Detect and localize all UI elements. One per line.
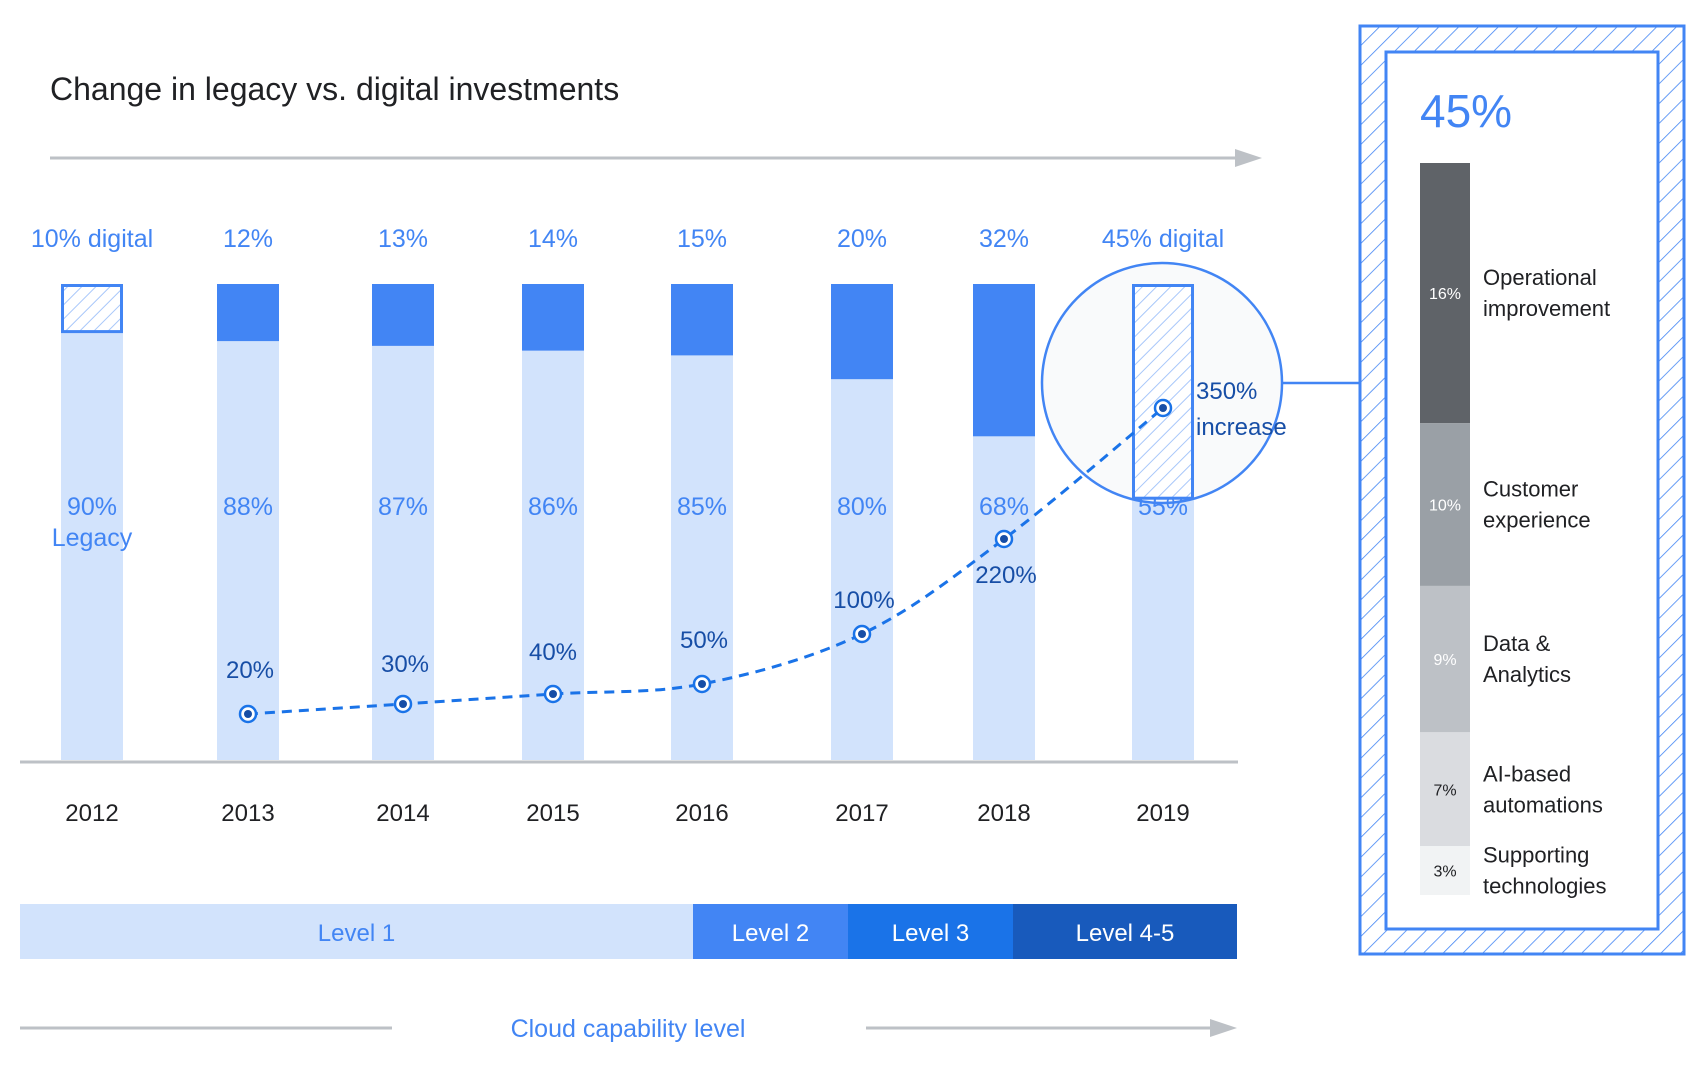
growth-point-core-2016 — [698, 680, 706, 688]
bar-legacy-2018 — [973, 436, 1035, 760]
segment-2 — [1420, 423, 1470, 586]
top-label-2018: 32% — [979, 225, 1029, 253]
year-label-2019: 2019 — [1136, 800, 1189, 827]
growth-label-2016: 50% — [680, 627, 728, 654]
year-label-2016: 2016 — [675, 800, 728, 827]
top-label-2019: 45% digital — [1102, 225, 1224, 253]
bar-legacy-2019 — [1132, 498, 1194, 760]
bars-group — [61, 284, 1194, 760]
segment-label-3-line1: Data & — [1483, 631, 1551, 656]
growth-point-core-2018 — [1000, 535, 1008, 543]
growth-point-core-2014 — [399, 700, 407, 708]
growth-label-2018: 220% — [975, 562, 1036, 589]
year-label-2018: 2018 — [977, 800, 1030, 827]
bar-digital-2012 — [61, 284, 123, 334]
level-band-2 — [693, 904, 848, 959]
bar-legacy-2016 — [671, 355, 733, 760]
capability-levels: Level 1 Level 2 Level 3 Level 4-5 — [20, 904, 1237, 959]
bar-digital-2019 — [1132, 284, 1194, 500]
year-label-2017: 2017 — [835, 800, 888, 827]
segment-1 — [1420, 163, 1470, 424]
segment-pct-1: 16% — [1429, 286, 1461, 303]
year-label-2013: 2013 — [221, 800, 274, 827]
overlay-2019 — [1132, 284, 1194, 500]
top-label-2016: 15% — [677, 225, 727, 253]
growth-point-core-2015 — [549, 690, 557, 698]
year-label-2012: 2012 — [65, 800, 118, 827]
segment-label-2-line2: experience — [1483, 508, 1591, 533]
labels-group: 10% digital 90% 2012 12% 88% 2013 13% 87% 2014 14… — [31, 225, 1224, 827]
segment-pct-5: 3% — [1433, 864, 1456, 881]
bar-legacy-2014 — [372, 345, 434, 760]
segment-pct-2: 10% — [1429, 498, 1461, 515]
legacy-label-2017: 80% — [837, 493, 887, 521]
segment-pct-4: 7% — [1433, 782, 1456, 799]
segment-label-5-line2: technologies — [1483, 874, 1607, 899]
bar-legacy-2013 — [217, 341, 279, 760]
breakdown-total: 45% — [1420, 85, 1512, 137]
level-band-3 — [848, 904, 1013, 959]
top-label-2013: 12% — [223, 225, 273, 253]
legacy-label-2015: 86% — [528, 493, 578, 521]
bar-legacy-2012 — [61, 331, 123, 760]
bar-digital-2014 — [372, 284, 434, 346]
legacy-label-2014: 87% — [378, 493, 428, 521]
segment-4 — [1420, 732, 1470, 847]
level-label-1: Level 1 — [318, 920, 395, 947]
legacy-label-2012: 90% — [67, 493, 117, 521]
legacy-label-2019: 55% — [1138, 493, 1188, 521]
year-label-2015: 2015 — [526, 800, 579, 827]
growth-label-2019: 350% — [1196, 378, 1257, 405]
breakdown-segments: 16% Operational improvement 10% Customer expe… — [1420, 163, 1610, 899]
segment-pct-3: 9% — [1433, 652, 1456, 669]
growth-point-core-2017 — [858, 630, 866, 638]
bar-digital-2015 — [522, 284, 584, 351]
year-label-2014: 2014 — [376, 800, 429, 827]
bar-digital-2017 — [831, 284, 893, 380]
growth-point-core-2013 — [244, 710, 252, 718]
bar-digital-2013 — [217, 284, 279, 342]
axis-arrowhead — [1210, 1019, 1237, 1037]
top-label-2017: 20% — [837, 225, 887, 253]
growth-label-2015: 40% — [529, 639, 577, 666]
legacy-label-2013: 88% — [223, 493, 273, 521]
top-label-2012: 10% digital — [31, 225, 153, 253]
top-label-2014: 13% — [378, 225, 428, 253]
segment-3 — [1420, 585, 1470, 733]
segment-label-4-line2: automations — [1483, 792, 1603, 817]
growth-point-core-2019 — [1159, 404, 1167, 412]
breakdown-panel: 45% 16% Operational improvement 10% Customer… — [1358, 24, 1686, 956]
legacy-label-2016: 85% — [677, 493, 727, 521]
level-band-4 — [1013, 904, 1237, 959]
growth-label-2017: 100% — [833, 587, 894, 614]
top-label-2015: 14% — [528, 225, 578, 253]
segment-label-1-line2: improvement — [1483, 296, 1610, 321]
level-label-3: Level 3 — [892, 920, 969, 947]
chart-title: Change in legacy vs. digital investments — [50, 71, 619, 107]
growth-line-group: 20% 30% 40% 50% 100% 220% 350% increase — [226, 378, 1287, 724]
segment-5 — [1420, 846, 1470, 895]
legacy-word: Legacy — [52, 524, 133, 552]
growth-label-suffix: increase — [1196, 414, 1287, 441]
capability-axis: Cloud capability level — [20, 1015, 1237, 1043]
growth-label-2014: 30% — [381, 651, 429, 678]
level-label-2: Level 2 — [732, 920, 809, 947]
level-band-1 — [20, 904, 693, 959]
bar-digital-2016 — [671, 284, 733, 356]
level-label-4: Level 4-5 — [1076, 920, 1175, 947]
segment-label-4-line1: AI-based — [1483, 761, 1571, 786]
bar-legacy-2017 — [831, 379, 893, 760]
segment-label-1-line1: Operational — [1483, 265, 1597, 290]
top-arrow — [50, 149, 1262, 167]
legacy-label-2018: 68% — [979, 493, 1029, 521]
bar-digital-2018 — [973, 284, 1035, 437]
segment-label-2-line1: Customer — [1483, 477, 1578, 502]
growth-label-2013: 20% — [226, 657, 274, 684]
segment-label-3-line2: Analytics — [1483, 662, 1571, 687]
segment-label-5-line1: Supporting — [1483, 843, 1589, 868]
capability-axis-label: Cloud capability level — [511, 1015, 746, 1043]
